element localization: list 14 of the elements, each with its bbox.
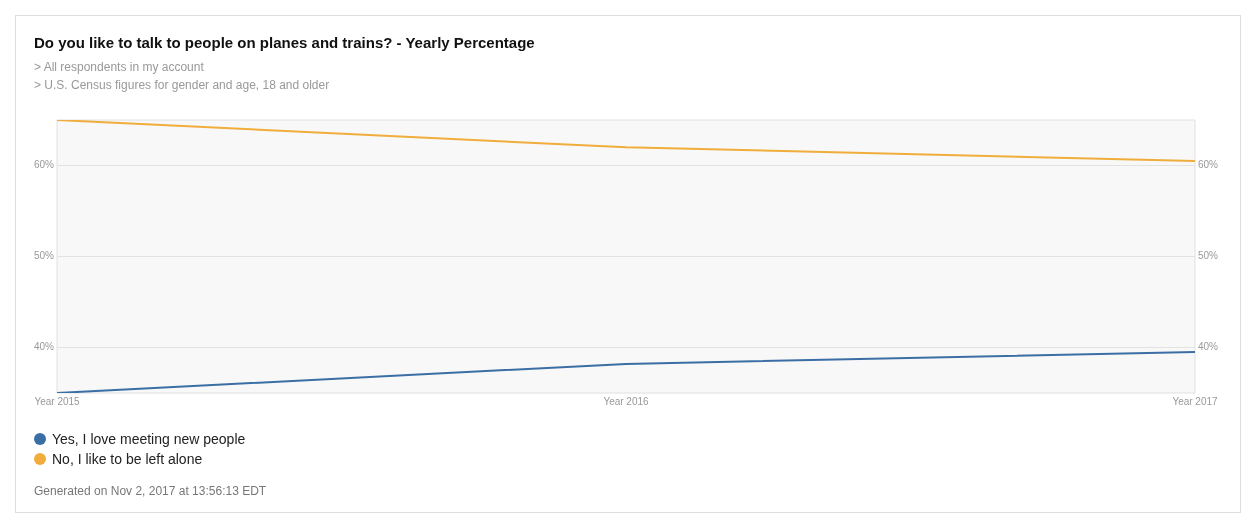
text: Generated on Nov 2, 2017 at 13:56:13 EDT: [34, 484, 267, 498]
legend-label: No, I like to be left alone: [52, 450, 203, 469]
y2-tick-label: 50%: [1197, 250, 1219, 262]
chart-subtitle: > All respondents in my account > U.S. Census figures for gender and age, 18 and older: [34, 59, 330, 94]
x-tick-label: Year 2017: [1172, 395, 1219, 407]
y-tick-label: 60%: [34, 159, 55, 171]
y-tick-label: 50%: [34, 250, 55, 262]
x-tick-label: Year 2016: [603, 395, 650, 407]
x-tick-label: Year 2015: [34, 395, 81, 407]
y2-tick-label: 40%: [1197, 341, 1219, 353]
y2-tick-label: 60%: [1197, 159, 1219, 171]
chart-title: Do you like to talk to people on planes and trains? - Yearly Percentage: [34, 34, 535, 51]
y-tick-label: 40%: [34, 341, 55, 353]
legend-label: Yes, I love meeting new people: [52, 430, 246, 449]
